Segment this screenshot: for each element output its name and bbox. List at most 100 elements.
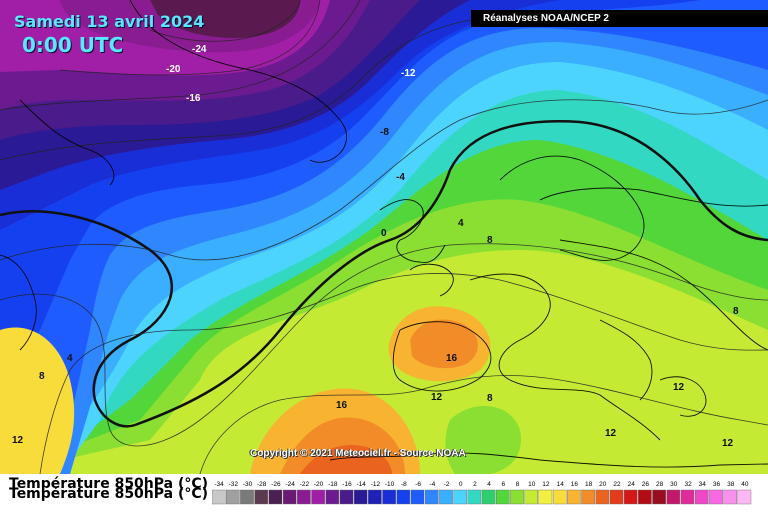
scale-tick-label: 6 <box>501 481 505 488</box>
contour-label: 8 <box>487 235 493 246</box>
contour-label: 8 <box>487 393 493 404</box>
legend-title: Température 850hPa (°C) <box>9 476 209 492</box>
scale-swatch <box>552 489 567 505</box>
scale-tick-label: -16 <box>342 481 352 488</box>
scale-tick-label: 28 <box>656 481 664 488</box>
scale-tick-label: 18 <box>585 481 593 488</box>
contour-label: 4 <box>458 218 464 229</box>
scale-tick-label: -28 <box>257 481 267 488</box>
contour-label: 0 <box>381 228 387 239</box>
scale-tick-label: 4 <box>487 481 491 488</box>
scale-swatch <box>424 489 439 505</box>
scale-swatch <box>581 489 595 505</box>
scale-swatch <box>254 489 268 505</box>
scale-tick-label: 26 <box>642 481 650 488</box>
scale-tick-label: -12 <box>371 481 381 488</box>
scale-tick-label: 20 <box>599 481 607 488</box>
scale-tick-label: -18 <box>328 481 338 488</box>
scale-swatch <box>396 489 411 505</box>
date-title: Samedi 13 avril 2024 <box>14 12 205 31</box>
scale-tick-label: 38 <box>727 481 735 488</box>
scale-tick-label: 40 <box>741 481 749 488</box>
scale-tick-label: -6 <box>415 481 421 488</box>
contour-label: 8 <box>733 306 739 317</box>
scale-swatch <box>510 489 524 505</box>
scale-tick-label: -8 <box>401 481 407 488</box>
contour-label: -12 <box>401 68 416 79</box>
scale-tick-label: -30 <box>243 481 253 488</box>
scale-swatch <box>339 489 354 505</box>
scale-tick-label: 0 <box>459 481 463 488</box>
scale-swatch <box>709 489 723 505</box>
scale-swatch <box>538 489 553 505</box>
scale-swatch <box>382 489 396 505</box>
scale-tick-label: -24 <box>285 481 295 488</box>
color-scale: -34 -32 -30 -28 -26 -24 -22 -20 -18 -16 -14 -12 -10-… <box>212 481 752 505</box>
contour-label: 12 <box>722 438 734 449</box>
contour-label: 16 <box>336 400 348 411</box>
scale-swatch <box>410 489 425 505</box>
scale-swatch <box>496 489 510 505</box>
scale-swatch <box>368 489 382 505</box>
contour-label: -24 <box>192 44 207 55</box>
scale-swatch <box>666 489 681 505</box>
scale-swatch <box>623 489 638 505</box>
scale-tick-label: -2 <box>444 481 450 488</box>
scale-swatch <box>311 489 325 505</box>
scale-swatch <box>595 489 610 505</box>
scale-swatch <box>638 489 652 505</box>
scale-swatch <box>325 489 340 505</box>
scale-swatch <box>297 489 311 505</box>
contour-label: 12 <box>12 435 24 446</box>
scale-swatch <box>467 489 482 505</box>
scale-swatch <box>240 489 254 505</box>
scale-swatch <box>282 489 297 505</box>
scale-tick-label: 12 <box>542 481 550 488</box>
scale-swatch <box>723 489 738 505</box>
scale-tick-label: 34 <box>699 481 707 488</box>
contour-label: -20 <box>166 64 181 75</box>
scale-swatch <box>225 489 240 505</box>
contour-label: 12 <box>431 392 443 403</box>
scale-swatch <box>453 489 468 505</box>
scale-swatch <box>439 489 453 505</box>
scale-tick-label: -32 <box>229 481 239 488</box>
scale-swatch <box>481 489 496 505</box>
source-banner: Réanalyses NOAA/NCEP 2 <box>471 10 768 27</box>
scale-tick-label: 16 <box>571 481 579 488</box>
scale-tick-label: -10 <box>385 481 395 488</box>
scale-tick-label: 30 <box>670 481 678 488</box>
contour-label: 12 <box>605 428 617 439</box>
copyright-notice: Copyright © 2021 Meteociel.fr - Source N… <box>250 448 466 459</box>
scale-tick-label: -26 <box>271 481 281 488</box>
contour-label: -16 <box>186 93 201 104</box>
contour-label: 12 <box>673 382 685 393</box>
scale-tick-label: -4 <box>429 481 435 488</box>
temperature-map: -24 -20 -16 -12 -8 -4 0 4 8 16 12 8 16 12 4 8 12 8 12 12 <box>0 0 768 474</box>
scale-tick-label: 14 <box>557 481 565 488</box>
contour-label: 16 <box>446 353 458 364</box>
scale-tick-label: 32 <box>684 481 692 488</box>
scale-tick-label: 2 <box>473 481 477 488</box>
scale-tick-label: 8 <box>516 481 520 488</box>
scale-swatch <box>524 489 539 505</box>
scale-swatch <box>695 489 709 505</box>
scale-tick-label: -34 <box>214 481 224 488</box>
scale-tick-label: -14 <box>356 481 366 488</box>
contour-label: -8 <box>380 127 389 138</box>
contour-label: -4 <box>396 172 405 183</box>
scale-swatch <box>609 489 624 505</box>
scale-tick-label: 24 <box>628 481 636 488</box>
scale-swatch <box>680 489 695 505</box>
scale-swatch <box>737 489 752 505</box>
legend-title-shadow: Température 850hPa (°C) <box>9 486 209 502</box>
scale-swatch <box>567 489 581 505</box>
scale-tick-label: 22 <box>613 481 621 488</box>
contour-label: 4 <box>67 353 73 364</box>
scale-tick-label: 10 <box>528 481 536 488</box>
scale-swatch <box>652 489 666 505</box>
time-title: 0:00 UTC <box>22 33 124 57</box>
contour-label: 8 <box>39 371 45 382</box>
scale-tick-label: -22 <box>300 481 310 488</box>
scale-swatch <box>268 489 283 505</box>
